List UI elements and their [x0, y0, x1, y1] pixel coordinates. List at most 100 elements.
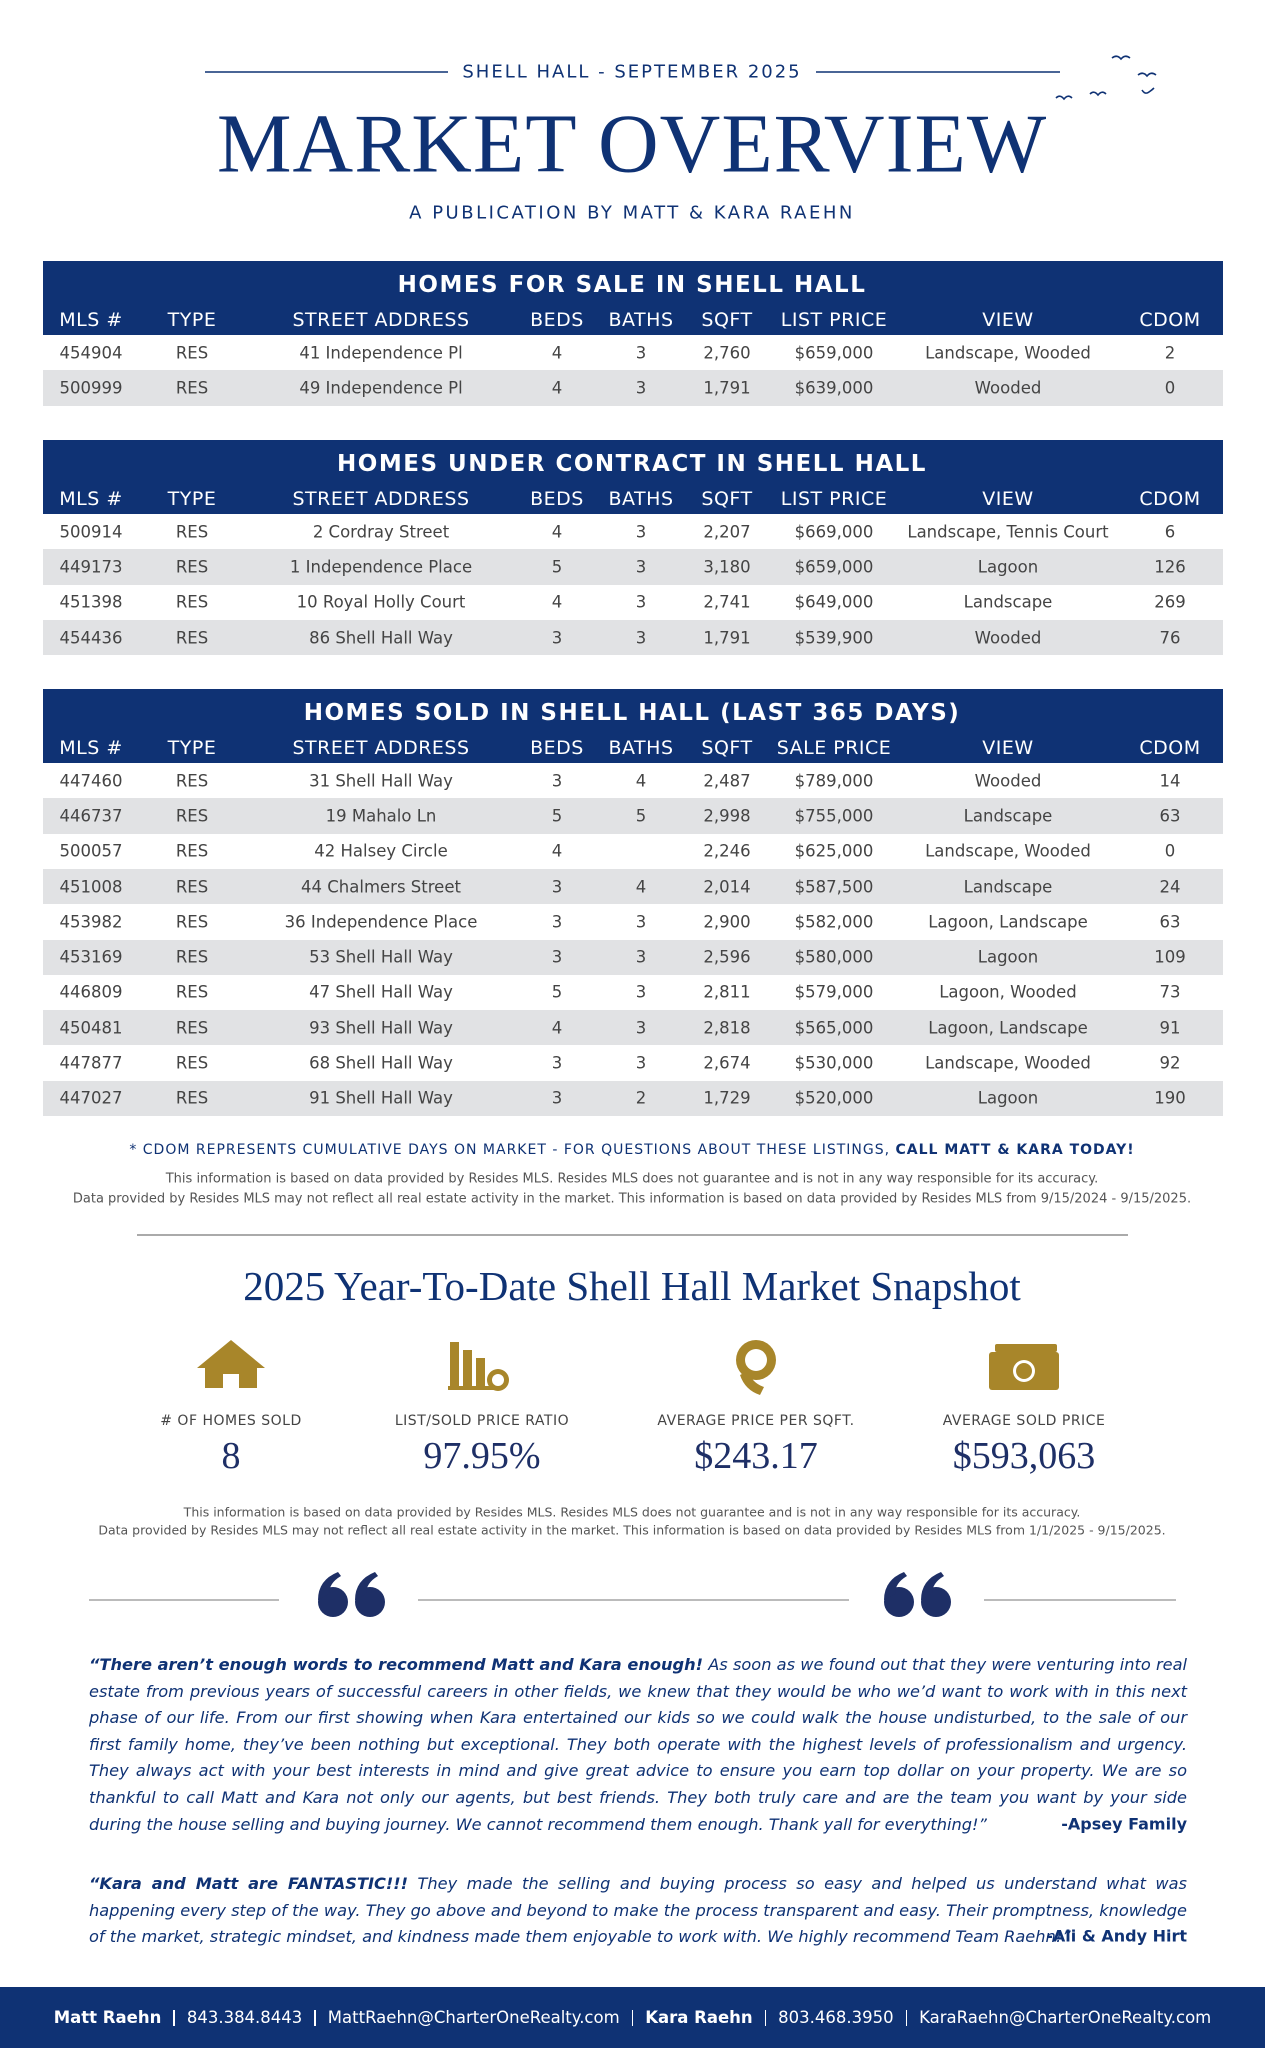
- cell: 4: [635, 877, 647, 897]
- cell: 92: [1159, 1053, 1181, 1073]
- stat-label: AVERAGE SOLD PRICE: [942, 1413, 1106, 1429]
- table-title: HOMES SOLD IN SHELL HALL (LAST 365 DAYS): [303, 700, 961, 726]
- testimonial-lead: “There aren’t enough words to recommend …: [89, 1655, 704, 1674]
- cell: 3: [635, 522, 647, 542]
- kicker: SHELL HALL - SEPTEMBER 2025: [462, 61, 802, 83]
- cell: 269: [1154, 592, 1186, 612]
- contact-name: Matt Raehn: [53, 2008, 162, 2027]
- cell: 2,741: [703, 592, 751, 612]
- cell: 4: [551, 343, 563, 363]
- cell: $587,500: [794, 877, 874, 897]
- table-title: HOMES UNDER CONTRACT IN SHELL HALL: [337, 451, 927, 477]
- cell: 3: [635, 947, 647, 967]
- cell: 3: [635, 378, 647, 398]
- cell: 3: [551, 1088, 563, 1108]
- cell: 19 Mahalo Ln: [325, 806, 437, 826]
- testimonial-author: -Ali & Andy Hirt: [1046, 1926, 1187, 1946]
- cell: 2,246: [703, 841, 751, 861]
- cell: RES: [175, 1053, 209, 1073]
- cell: RES: [175, 1088, 209, 1108]
- stat-label: AVERAGE PRICE PER SQFT.: [657, 1413, 855, 1429]
- cell: 500914: [59, 522, 123, 542]
- column-header: TYPE: [167, 309, 217, 331]
- cell: 36 Independence Place: [284, 912, 478, 932]
- cell: 63: [1159, 806, 1181, 826]
- column-header: SQFT: [701, 488, 753, 510]
- cell: 2,207: [703, 522, 751, 542]
- column-header: STREET ADDRESS: [292, 309, 470, 331]
- contact-name: Kara Raehn: [645, 2008, 753, 2027]
- cell: 3: [635, 628, 647, 648]
- separator: [905, 2009, 908, 2026]
- cell: 14: [1159, 771, 1181, 791]
- contact-phone: 803.468.3950: [778, 2008, 894, 2027]
- cell: 0: [1164, 378, 1176, 398]
- cell: Lagoon: [977, 1088, 1039, 1108]
- cell: Lagoon: [977, 557, 1039, 577]
- cell: RES: [175, 912, 209, 932]
- row-stripe: [43, 549, 1223, 585]
- cell: 6: [1164, 522, 1176, 542]
- cell: $659,000: [794, 343, 874, 363]
- cell: RES: [175, 982, 209, 1002]
- cell: 4: [551, 522, 563, 542]
- cell: 3: [635, 912, 647, 932]
- testimonial: “There aren’t enough words to recommend …: [89, 1652, 1187, 1838]
- testimonial-author: -Apsey Family: [1061, 1814, 1187, 1834]
- title: MARKET OVERVIEW: [216, 97, 1048, 191]
- column-header: CDOM: [1139, 309, 1201, 331]
- table-head-band: [43, 440, 1223, 514]
- row-stripe: [43, 939, 1223, 975]
- stat-icons: [197, 1340, 1059, 1395]
- cell: 2,487: [703, 771, 751, 791]
- cell: 500057: [59, 841, 123, 861]
- cell: $639,000: [794, 378, 874, 398]
- testimonial-body: As soon as we found out that they were v…: [89, 1655, 1187, 1834]
- separator: [631, 2009, 634, 2026]
- column-header: BEDS: [530, 309, 584, 331]
- cell: 447877: [59, 1053, 123, 1073]
- cell: 4: [551, 841, 563, 861]
- cell: 91: [1159, 1018, 1181, 1038]
- cell: 76: [1159, 628, 1181, 648]
- row-stripe: [43, 370, 1223, 406]
- cell: 63: [1159, 912, 1181, 932]
- stat-value: 97.95%: [423, 1435, 541, 1477]
- cell: 3: [551, 912, 563, 932]
- cell: 451008: [59, 877, 123, 897]
- cell: 2 Cordray Street: [312, 522, 450, 542]
- cell: 3: [551, 771, 563, 791]
- cell: $565,000: [794, 1018, 874, 1038]
- cell: 3: [635, 1018, 647, 1038]
- cell: 446737: [59, 806, 123, 826]
- cell: 3: [635, 1053, 647, 1073]
- cell: 49 Independence Pl: [299, 378, 463, 398]
- cell: 4: [551, 378, 563, 398]
- row-stripe: [43, 798, 1223, 834]
- cell: 2,818: [703, 1018, 751, 1038]
- cell: $580,000: [794, 947, 874, 967]
- column-header: MLS #: [59, 737, 123, 759]
- column-header: SQFT: [701, 737, 753, 759]
- cell: 454436: [59, 628, 123, 648]
- cell: 453169: [59, 947, 123, 967]
- cell: RES: [175, 343, 209, 363]
- stat-label: LIST/SOLD PRICE RATIO: [394, 1413, 570, 1429]
- cell: 1,729: [703, 1088, 751, 1108]
- cell: 2,900: [703, 912, 751, 932]
- cell: RES: [175, 628, 209, 648]
- cell: 4: [551, 1018, 563, 1038]
- cell: 68 Shell Hall Way: [309, 1053, 453, 1073]
- cell: RES: [175, 1018, 209, 1038]
- cell: Landscape: [963, 806, 1053, 826]
- cell: Lagoon, Landscape: [928, 912, 1088, 932]
- cell: Landscape, Tennis Court: [907, 522, 1109, 542]
- column-header: BEDS: [530, 488, 584, 510]
- cell: 3: [551, 1053, 563, 1073]
- cell: 3: [635, 982, 647, 1002]
- contact-phone: 843.384.8443: [186, 2008, 303, 2027]
- cell: 5: [551, 982, 563, 1002]
- row-stripe: [43, 619, 1223, 656]
- cell: Landscape, Wooded: [925, 343, 1091, 363]
- cell: 2,596: [703, 947, 751, 967]
